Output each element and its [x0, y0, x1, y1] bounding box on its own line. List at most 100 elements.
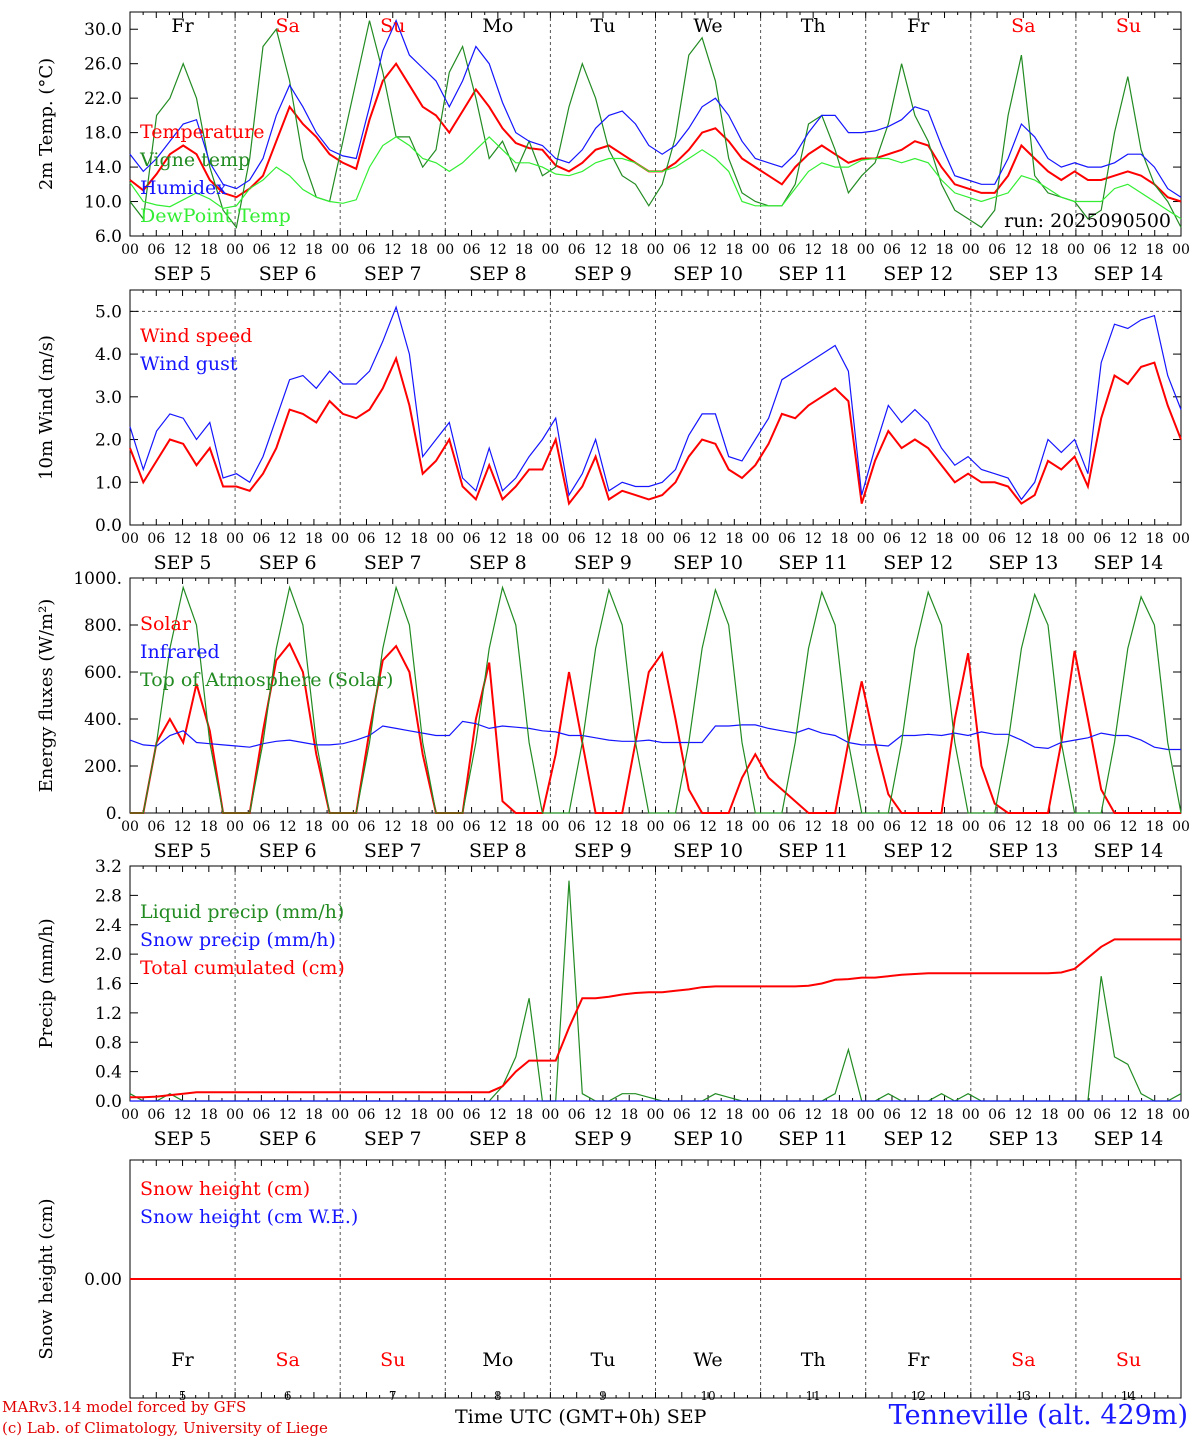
- hour-tick-label: 00: [857, 819, 875, 835]
- hour-tick-label: 00: [121, 242, 139, 258]
- hour-tick-label: 00: [331, 1107, 349, 1123]
- hour-tick-label: 18: [725, 1107, 743, 1123]
- date-label: SEP 5: [154, 840, 212, 862]
- date-label: SEP 5: [154, 1128, 212, 1150]
- hour-tick-label: 06: [988, 242, 1006, 258]
- date-label: SEP 6: [259, 552, 317, 574]
- day-name: Su: [380, 15, 405, 37]
- y-axis-label: Precip (mm/h): [36, 918, 57, 1048]
- y-tick-label: 22.0: [84, 89, 122, 109]
- hour-tick-label: 12: [909, 819, 927, 835]
- day-name: Sa: [1011, 15, 1035, 37]
- hour-tick-label: 00: [1172, 819, 1190, 835]
- y-tick-label: 0.8: [95, 1033, 122, 1053]
- hour-tick-label: 18: [200, 1107, 218, 1123]
- date-label: SEP 14: [1094, 1128, 1164, 1150]
- hour-tick-label: 06: [673, 819, 691, 835]
- hour-tick-label: 12: [279, 531, 297, 547]
- hour-tick-label: 18: [936, 531, 954, 547]
- panel-frame-temp: [129, 11, 1182, 237]
- hour-tick-label: 12: [384, 242, 402, 258]
- hour-tick-label: 12: [1014, 1107, 1032, 1123]
- hour-tick-label: 12: [174, 1107, 192, 1123]
- hour-tick-label: 06: [988, 1107, 1006, 1123]
- hour-tick-label: 12: [489, 531, 507, 547]
- hour-tick-label: 00: [541, 531, 559, 547]
- hour-tick-label: 12: [699, 242, 717, 258]
- hour-tick-label: 00: [1172, 1107, 1190, 1123]
- day-name: Fr: [907, 1349, 930, 1371]
- hour-tick-label: 00: [752, 531, 770, 547]
- hour-tick-label: 00: [857, 242, 875, 258]
- date-label: SEP 6: [259, 840, 317, 862]
- day-number: 10: [700, 1389, 715, 1403]
- hour-tick-label: 12: [279, 242, 297, 258]
- day-name: Th: [801, 15, 826, 37]
- y-tick-label: 6.0: [95, 227, 122, 247]
- legend-entry: Liquid precip (mm/h): [140, 901, 344, 923]
- series-line-wind-gust: [129, 305, 1182, 501]
- hour-tick-label: 06: [147, 819, 165, 835]
- hour-tick-label: 06: [778, 1107, 796, 1123]
- hour-tick-label: 12: [594, 1107, 612, 1123]
- date-label: SEP 12: [883, 1128, 953, 1150]
- hour-tick-label: 18: [725, 531, 743, 547]
- y-tick-label: 1.0: [95, 473, 122, 493]
- hour-tick-label: 18: [620, 242, 638, 258]
- y-tick-label: 200.: [84, 757, 122, 777]
- day-name: Su: [380, 1349, 405, 1371]
- hour-tick-label: 06: [463, 1107, 481, 1123]
- hour-tick-label: 18: [1146, 531, 1164, 547]
- date-label: SEP 13: [988, 1128, 1058, 1150]
- hour-tick-label: 06: [1093, 531, 1111, 547]
- hour-tick-label: 18: [831, 1107, 849, 1123]
- hour-tick-label: 06: [358, 819, 376, 835]
- day-name: Sa: [275, 1349, 299, 1371]
- series-line-top-of-atmosphere-solar-: [130, 585, 1182, 814]
- date-label: SEP 7: [364, 552, 422, 574]
- date-label: SEP 11: [778, 552, 848, 574]
- hour-tick-label: 12: [489, 1107, 507, 1123]
- series-line-total-cumulated-cm-: [130, 938, 1181, 1099]
- y-axis-label: 10m Wind (m/s): [36, 335, 57, 480]
- hour-tick-label: 00: [121, 531, 139, 547]
- hour-tick-label: 06: [147, 242, 165, 258]
- hour-tick-label: 06: [883, 1107, 901, 1123]
- day-number: 6: [284, 1389, 292, 1403]
- hour-tick-label: 18: [1041, 1107, 1059, 1123]
- legend-entry: Humidex: [140, 177, 227, 199]
- hour-tick-label: 12: [804, 531, 822, 547]
- day-number: 11: [806, 1389, 821, 1403]
- hour-tick-label: 06: [252, 1107, 270, 1123]
- hour-tick-label: 06: [358, 531, 376, 547]
- hour-tick-label: 00: [1172, 531, 1190, 547]
- hour-tick-label: 12: [1120, 531, 1138, 547]
- hour-tick-label: 18: [200, 531, 218, 547]
- hour-tick-label: 00: [752, 242, 770, 258]
- hour-tick-label: 18: [936, 242, 954, 258]
- y-tick-label: 400.: [84, 710, 122, 730]
- hour-tick-label: 18: [1041, 819, 1059, 835]
- legend-entry: Snow height (cm W.E.): [140, 1206, 358, 1228]
- y-tick-label: 0.0: [95, 1092, 122, 1112]
- legend-entry: Wind speed: [140, 325, 252, 347]
- day-number: 9: [599, 1389, 607, 1403]
- date-label: SEP 11: [778, 840, 848, 862]
- hour-tick-label: 06: [147, 531, 165, 547]
- day-name: Fr: [171, 1349, 194, 1371]
- hour-tick-label: 00: [1172, 242, 1190, 258]
- hour-tick-label: 00: [857, 531, 875, 547]
- hour-tick-label: 06: [778, 819, 796, 835]
- day-name: Su: [1116, 1349, 1141, 1371]
- hour-tick-label: 12: [279, 1107, 297, 1123]
- y-tick-label: 30.0: [84, 20, 122, 40]
- day-number: 13: [1016, 1389, 1031, 1403]
- hour-tick-label: 00: [226, 1107, 244, 1123]
- hour-tick-label: 00: [647, 531, 665, 547]
- y-axis-label: Energy fluxes (W/m²): [36, 599, 57, 793]
- hour-tick-label: 00: [331, 242, 349, 258]
- hour-tick-label: 06: [358, 1107, 376, 1123]
- hour-tick-label: 00: [1067, 531, 1085, 547]
- y-tick-label: 2.0: [95, 945, 122, 965]
